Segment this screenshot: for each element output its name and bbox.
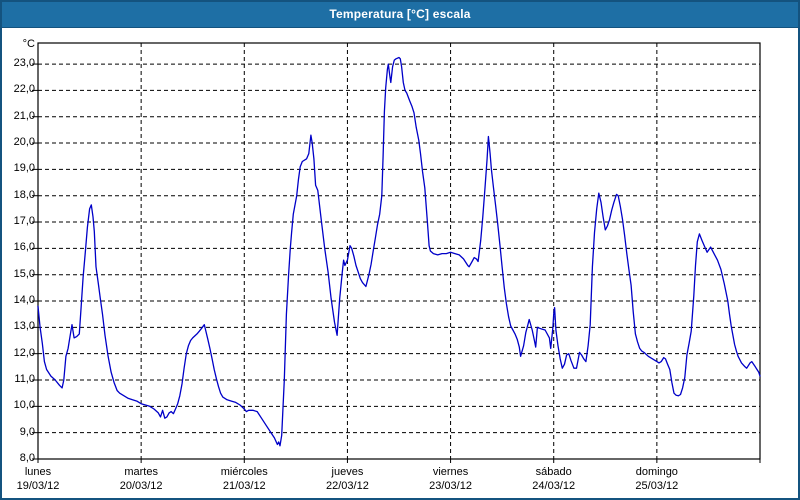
y-axis-unit-label: °C [22,38,35,50]
x-day-name-label: jueves [331,466,364,478]
x-day-date-label: 21/03/12 [222,480,266,492]
y-tick-label: 14,0 [13,294,35,307]
x-day-date-label: 23/03/12 [429,480,472,492]
y-tick-label: 8,0 [19,452,35,464]
y-tick-label: 10,0 [13,399,35,412]
x-day-date-label: 19/03/12 [16,480,60,492]
y-tick-label: 22,0 [13,83,35,96]
x-day-name-label: martes [124,466,158,478]
x-day-name-label: domingo [635,466,678,478]
y-tick-label: 9,0 [19,425,35,438]
title-bar: Temperatura [°C] escala [2,2,798,28]
y-tick-label: 12,0 [13,346,35,359]
x-day-name-label: sábado [535,466,572,478]
y-tick-label: 19,0 [13,162,35,175]
x-day-date-label: 24/03/12 [532,480,576,492]
x-day-name-label: lunes [24,466,52,478]
page-title: Temperatura [°C] escala [329,7,471,21]
y-tick-label: 20,0 [13,136,35,149]
x-day-date-label: 20/03/12 [119,480,163,492]
x-day-name-label: miércoles [220,466,268,478]
y-tick-label: 23,0 [13,57,35,70]
y-tick-label: 15,0 [13,267,35,280]
y-tick-label: 11,0 [14,373,35,385]
y-tick-label: 17,0 [13,215,35,228]
temperature-line-chart [32,42,761,463]
y-tick-label: 13,0 [13,320,35,333]
y-tick-label: 21,0 [13,109,35,122]
x-day-date-label: 25/03/12 [635,480,679,492]
x-day-name-label: viernes [432,466,469,478]
y-tick-label: 18,0 [13,188,35,201]
chart-area: °C 23,0 22,0 21,0 20,0 19,0 18,0 17,0 16,0 15,0 1… [2,28,798,498]
x-day-date-label: 22/03/12 [326,480,369,492]
y-tick-label: 16,0 [13,241,35,254]
